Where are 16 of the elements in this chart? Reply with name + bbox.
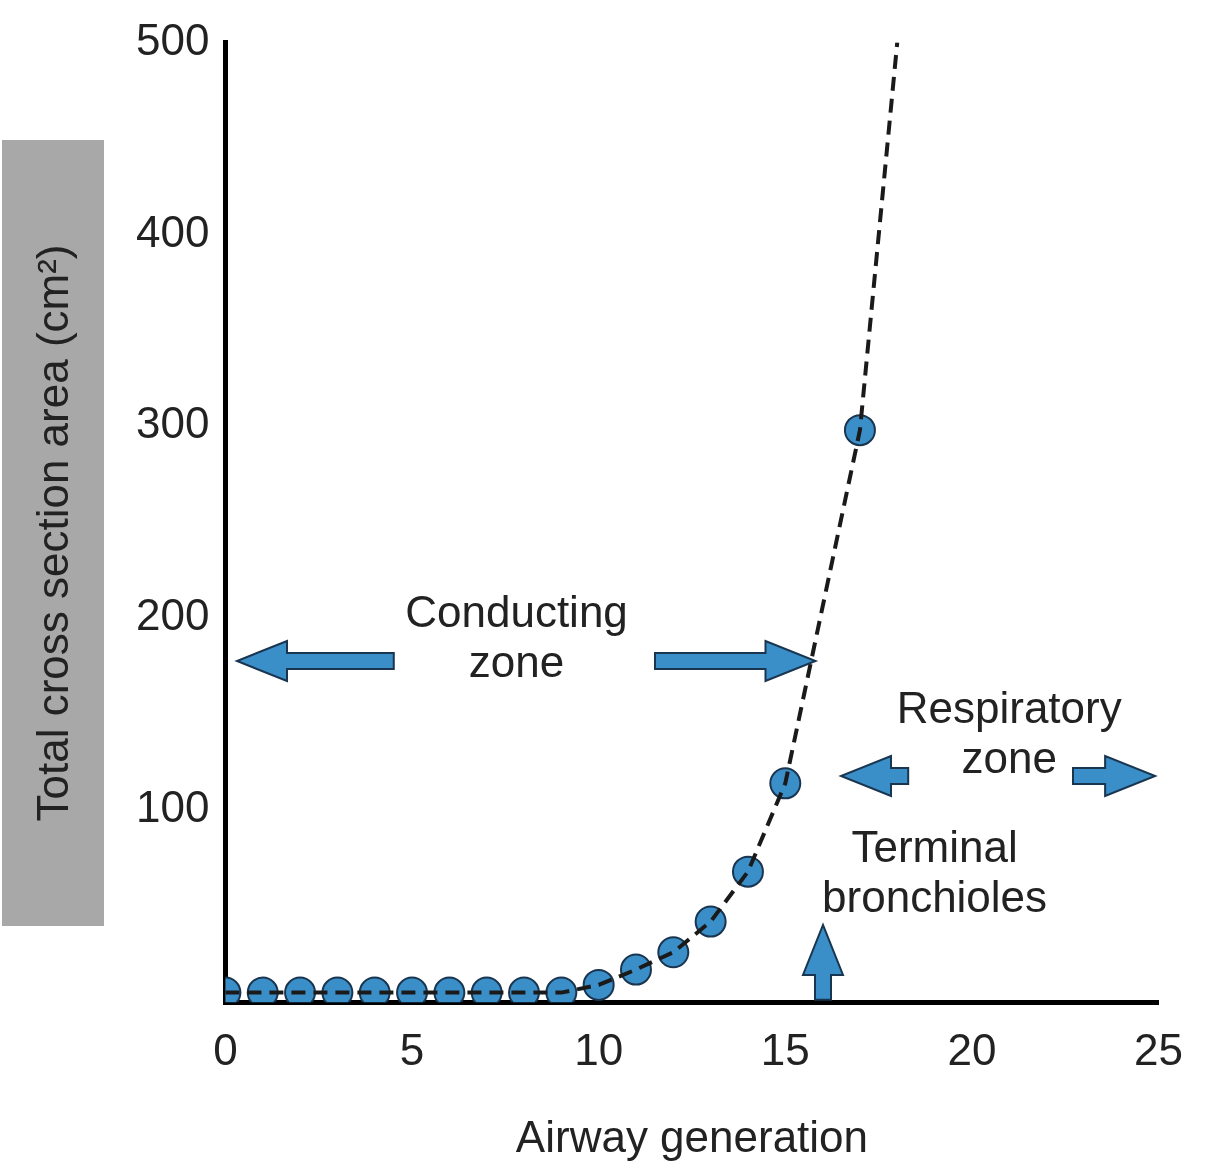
x-tick-label: 15 [760,1024,810,1074]
x-tick-label: 25 [1134,1024,1184,1074]
annotation: Respiratory zone [895,683,1123,784]
annotation: Conducting zone [404,587,629,688]
x-tick-label: 0 [213,1024,238,1074]
x-tick-label: 10 [574,1024,624,1074]
y-tick-label: 100 [135,782,210,832]
x-tick-label: 5 [399,1024,425,1074]
y-tick-label: 400 [135,206,210,256]
x-tick-label: 20 [947,1024,997,1074]
x-axis-title: Airway generation [515,1112,869,1162]
y-tick-label: 300 [135,398,210,448]
annotation: Terminal bronchioles [821,821,1049,922]
y-tick-label: 500 [135,14,210,64]
y-tick-label: 200 [135,590,210,640]
y-axis-title: Total cross section area (cm²) [28,244,78,822]
